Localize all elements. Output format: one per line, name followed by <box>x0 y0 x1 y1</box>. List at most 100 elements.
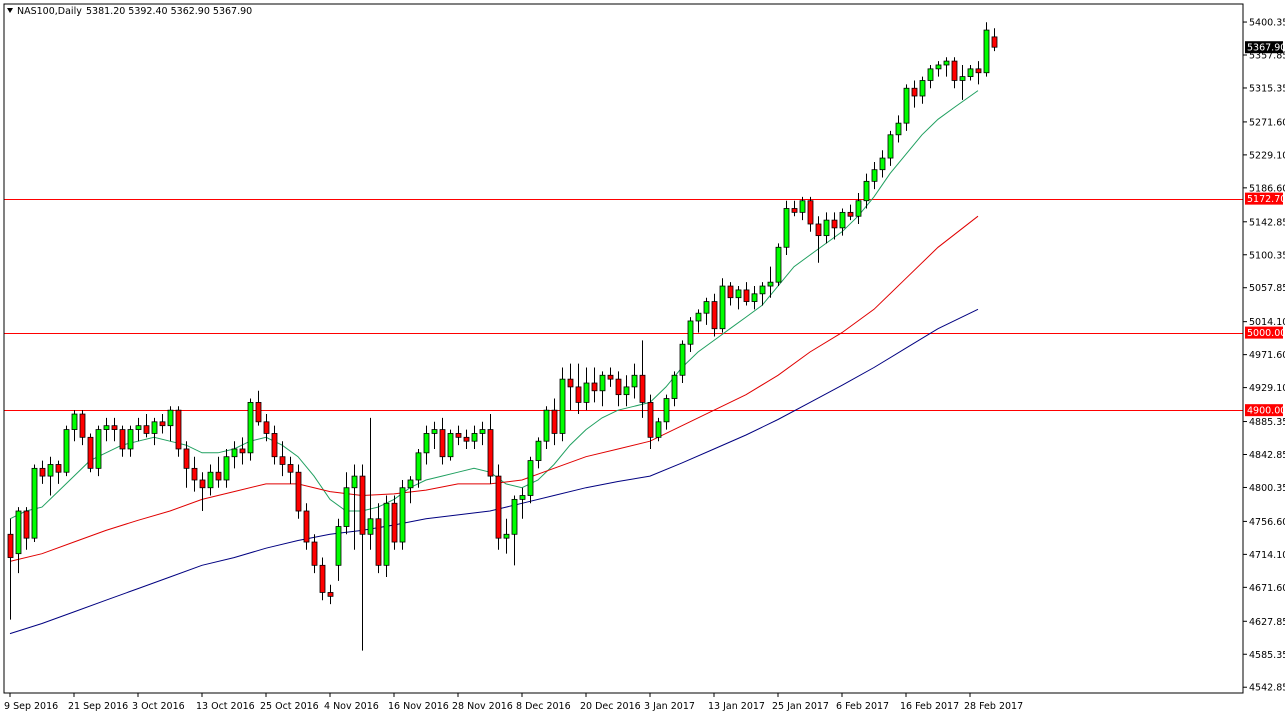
y-tick-label: 5229.10 <box>1249 150 1285 161</box>
candle-body <box>215 471 222 481</box>
candle-body <box>71 413 78 430</box>
candle-body <box>943 60 950 66</box>
candle-body <box>975 68 982 74</box>
candle-body <box>335 526 342 566</box>
plot-area[interactable] <box>4 22 1243 651</box>
candle-body <box>783 208 790 248</box>
y-tick-label: 5315.35 <box>1249 83 1285 94</box>
candle-body <box>247 402 254 454</box>
candle-body <box>383 502 390 566</box>
y-tick-label: 5142.85 <box>1249 217 1285 228</box>
y-tick-label: 4627.85 <box>1249 617 1285 628</box>
candle-body <box>207 471 214 489</box>
y-tick-label: 4842.85 <box>1249 450 1285 461</box>
candle-body <box>767 281 774 287</box>
candle-body <box>351 475 358 489</box>
candle-body <box>119 429 126 450</box>
candle-body <box>159 421 166 427</box>
y-tick-label: 4971.60 <box>1249 350 1285 361</box>
candle-body <box>151 421 158 434</box>
x-tick-label: 3 Oct 2016 <box>132 701 185 712</box>
symbol-label: NAS100,Daily <box>17 6 82 17</box>
candle-body <box>727 285 734 299</box>
candle-body <box>439 429 446 458</box>
candle-body <box>839 211 846 229</box>
candle-body <box>295 471 302 512</box>
candle-body <box>679 343 686 376</box>
y-tick-label: 5057.85 <box>1249 283 1285 294</box>
x-tick-label: 13 Oct 2016 <box>196 701 255 712</box>
collapse-triangle-icon[interactable] <box>7 8 13 13</box>
y-tick-label: 4800.35 <box>1249 483 1285 494</box>
candle-body <box>143 425 150 434</box>
candle-body <box>471 433 478 442</box>
candle-body <box>239 448 246 454</box>
candle-body <box>111 425 118 430</box>
current-price-box <box>1245 41 1283 54</box>
x-tick-label: 4 Nov 2016 <box>324 701 379 712</box>
candle-body <box>591 382 598 392</box>
y-tick-label: 5400.35 <box>1249 18 1285 29</box>
candle-body <box>951 60 958 81</box>
candle-body <box>927 68 934 81</box>
candle-body <box>231 448 238 458</box>
candle-body <box>271 433 278 458</box>
candle-body <box>735 289 742 299</box>
candle-body <box>935 64 942 70</box>
x-tick-label: 25 Oct 2016 <box>260 701 319 712</box>
candle-body <box>607 374 614 380</box>
candle-body <box>919 80 926 97</box>
candle-body <box>31 467 38 539</box>
candle-body <box>959 76 966 81</box>
candle-body <box>719 285 726 330</box>
y-tick-label: 5357.85 <box>1249 51 1285 62</box>
axes: 5400.35 5357.85 5315.35 5271.60 5229.10 5186.… <box>4 18 1285 712</box>
candle-body <box>199 479 206 489</box>
candle-body <box>615 378 622 396</box>
candle-body <box>503 533 510 539</box>
x-tick-label: 21 Sep 2016 <box>68 701 128 712</box>
y-tick-label: 5014.10 <box>1249 317 1285 328</box>
candle-body <box>15 510 22 555</box>
candle-body <box>183 448 190 469</box>
candle-body <box>623 386 630 396</box>
candle-body <box>7 533 14 558</box>
level-price-box <box>1245 192 1283 205</box>
candle-body <box>831 219 838 229</box>
x-tick-label: 28 Nov 2016 <box>452 701 513 712</box>
candle-body <box>391 502 398 543</box>
candle-body <box>575 386 582 403</box>
x-tick-label: 13 Jan 2017 <box>708 701 765 712</box>
candle-body <box>639 374 646 403</box>
candle-body <box>751 293 758 302</box>
candle-body <box>279 456 286 465</box>
candle-body <box>135 425 142 430</box>
candle-body <box>695 312 702 322</box>
candle-body <box>655 421 662 438</box>
candle-body <box>47 464 54 477</box>
candle-body <box>799 200 806 213</box>
candle-body <box>447 433 454 458</box>
candle-body <box>103 425 110 430</box>
y-tick-label: 4714.10 <box>1249 550 1285 561</box>
candle-body <box>175 409 182 450</box>
moving-average-line <box>9 215 979 562</box>
candle-body <box>847 211 854 217</box>
ohlc-label: 5381.20 5392.40 5362.90 5367.90 <box>86 6 252 17</box>
level-price-box <box>1245 326 1283 339</box>
candle-body <box>855 200 862 217</box>
candle-body <box>559 378 566 434</box>
candle-body <box>343 487 350 527</box>
candle-body <box>407 479 414 489</box>
candle-body <box>519 495 526 500</box>
candle-body <box>375 518 382 566</box>
y-tick-label: 4671.60 <box>1249 583 1285 594</box>
candle-body <box>63 429 70 473</box>
candle-body <box>423 433 430 454</box>
candle-body <box>903 87 910 124</box>
y-tick-label: 4542.85 <box>1249 683 1285 694</box>
candle-body <box>327 592 334 597</box>
x-tick-label: 9 Sep 2016 <box>4 701 58 712</box>
candle-body <box>95 429 102 469</box>
candle-body <box>543 409 550 442</box>
